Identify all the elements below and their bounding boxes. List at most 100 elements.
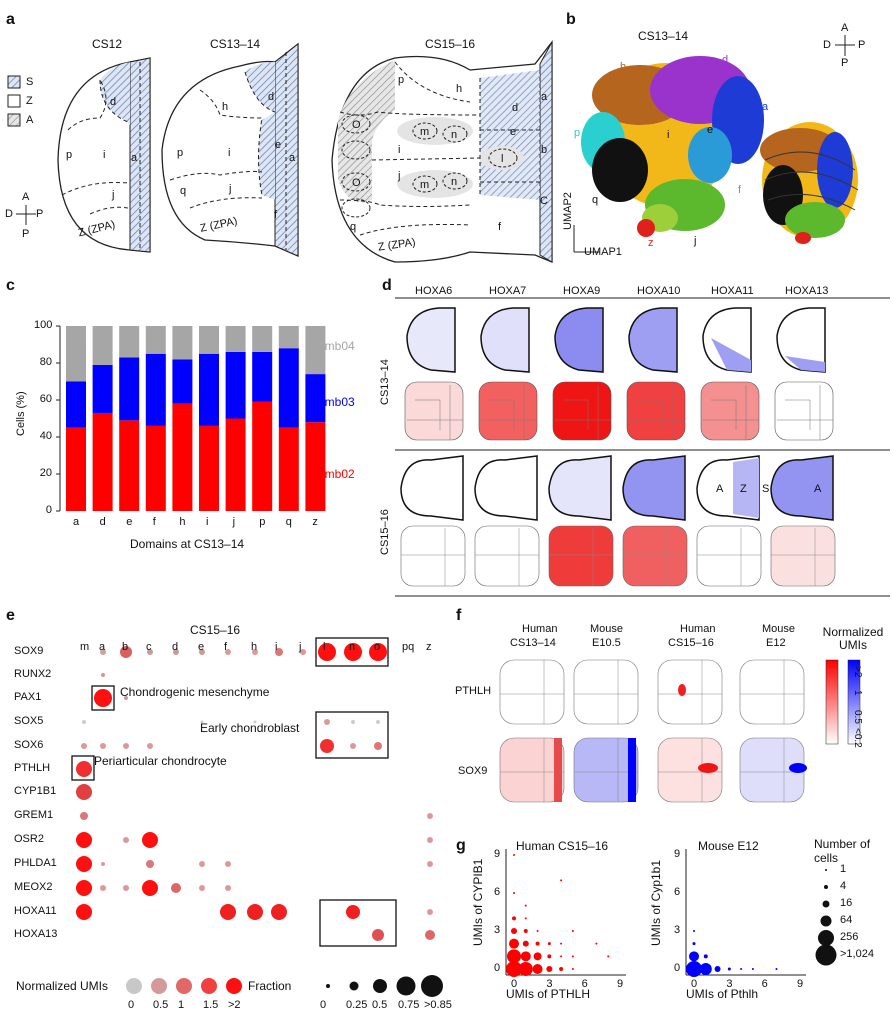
xtick-label: 9 <box>617 978 624 990</box>
silhouette-cs1516 <box>622 455 686 521</box>
col-label-o: o <box>374 641 381 653</box>
ytick-label: 60 <box>39 393 52 405</box>
legend-norm-swatch <box>151 978 167 994</box>
legend-frac-swatch <box>396 976 416 996</box>
heatmap-cs1516 <box>622 525 688 587</box>
gene-label-pthlh: PTHLH <box>14 762 51 774</box>
bar-emb03-a <box>66 381 86 428</box>
panel-label-d: d <box>382 277 392 294</box>
dot-meox2-e <box>199 885 205 891</box>
scatter-point <box>775 968 778 970</box>
scatter-point <box>689 951 699 962</box>
stage-label-cs1314: CS13–14 <box>210 37 261 51</box>
domain-label: a <box>541 91 548 103</box>
domain-label: j <box>112 189 115 201</box>
scatter-point <box>686 961 702 977</box>
dot-hoxa13-o <box>372 929 384 941</box>
map-cell <box>739 659 805 725</box>
legend-frac-swatch <box>421 975 443 997</box>
umap-xlabel: UMAP1 <box>584 246 622 258</box>
col-label-z: z <box>426 641 432 653</box>
dot-sox6-c <box>147 743 153 749</box>
scatter-point <box>523 929 528 933</box>
scatter-point <box>607 955 610 958</box>
domain-label: O <box>352 177 361 189</box>
dot-pax1-a <box>94 689 112 707</box>
scatter-point <box>692 942 696 946</box>
legend-frac-label: 0.25 <box>346 999 368 1011</box>
bar-emb03-h <box>172 359 193 404</box>
map-cell <box>573 737 639 803</box>
legend-frac-label: 0.75 <box>398 999 420 1011</box>
dot-sox9-a <box>100 649 106 655</box>
dot-pax1-b <box>124 696 128 700</box>
dot-sox9-c <box>147 649 153 655</box>
colorbar-title: Normalized UMIs <box>822 625 884 653</box>
scatter-point <box>518 962 533 976</box>
cluster-label-q: q <box>592 194 599 206</box>
dot-sox6-m <box>81 743 87 749</box>
scatter-point <box>511 928 517 934</box>
ytick-label: 3 <box>494 924 501 936</box>
domain-label: a <box>131 152 138 164</box>
xtick-label: i <box>206 516 209 528</box>
dot-sox6-a <box>100 743 106 749</box>
f-header-mouse: Mouse <box>590 623 624 635</box>
heatmap-cs1516 <box>474 525 540 587</box>
scatter-point <box>571 930 574 932</box>
bar-emb03-i <box>199 353 219 426</box>
dot-sox9-b <box>120 646 132 658</box>
gene-label-meox2: MEOX2 <box>14 881 53 893</box>
dot-sox9-i <box>275 648 283 656</box>
domain-label: f <box>498 221 502 233</box>
legend-size-swatch <box>824 885 828 889</box>
legend-size-label: 64 <box>840 914 853 926</box>
bar-emb04-e <box>119 326 140 358</box>
bar-emb04-p <box>252 326 273 352</box>
legend-size-label: >1,024 <box>840 948 874 960</box>
az-label-z: Z <box>740 483 747 495</box>
scatter-point <box>693 930 695 932</box>
dot-runx2-a <box>101 673 105 677</box>
cluster-label-e: e <box>707 124 714 136</box>
g-right-title: Mouse E12 <box>698 839 759 853</box>
compass-a: A <box>22 191 30 203</box>
col-label-pq: pq <box>402 641 415 653</box>
scatter-point <box>547 954 552 959</box>
legend-norm-label: 0.5 <box>153 999 169 1011</box>
az-label-a2: A <box>814 483 822 495</box>
dot-sox6-o <box>374 742 382 750</box>
bar-emb03-d <box>92 364 113 413</box>
scatter-point <box>595 942 598 945</box>
heatmap-cs1516 <box>548 525 614 587</box>
xtick-label: j <box>232 516 236 528</box>
scatter-point <box>546 966 553 972</box>
box-chondrogenic <box>91 685 115 711</box>
scatter-point <box>509 938 519 949</box>
domain-label: p <box>66 149 73 161</box>
col-label-l: l <box>323 641 326 653</box>
scatter-point <box>506 961 522 977</box>
scatter-point <box>513 892 515 894</box>
heatmap-cs1314 <box>404 381 464 441</box>
xtick-label: 6 <box>761 978 768 990</box>
legend-size-swatch <box>818 930 834 946</box>
heatmap-cs1314 <box>700 381 760 441</box>
ytick-label: 100 <box>34 319 53 331</box>
compass-d: D <box>823 39 831 51</box>
scatter-point <box>560 955 563 958</box>
domain-label: j <box>229 183 232 195</box>
bar-xlabel: Domains at CS13–14 <box>130 537 245 551</box>
scatter-point <box>560 879 563 882</box>
col-label-m: m <box>80 641 90 653</box>
ytick-label: 6 <box>494 886 501 898</box>
ytick-label: 9 <box>494 848 501 860</box>
legend-emb04: emb04 <box>318 339 355 353</box>
legend-emb02: emb02 <box>318 467 355 481</box>
xtick-label: 0 <box>511 978 518 990</box>
dot-osr2-b <box>123 837 129 843</box>
dot-phlda1-a <box>101 862 105 866</box>
dot-meox2-c <box>142 880 158 896</box>
silhouette-cs1314 <box>480 307 530 373</box>
col-label-h: h <box>251 641 258 653</box>
